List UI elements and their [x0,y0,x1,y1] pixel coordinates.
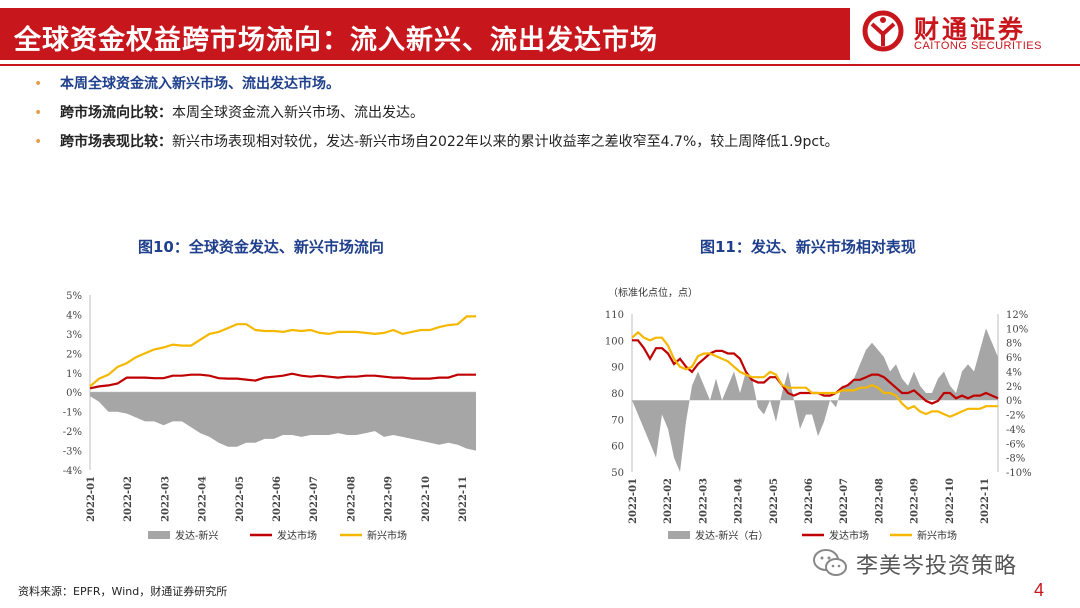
header: 全球资金权益跨市场流向：流入新兴、流出发达市场 财通证券 CAITONG SEC… [0,0,1080,66]
bullet-text: 本周全球资金流入新兴市场、流出发达。 [172,105,424,121]
axis-unit-label: （标准化点位，点） [608,286,698,299]
legend-label: 新兴市场 [917,529,957,542]
y-tick-label-left: 70 [611,415,624,426]
x-tick-label: 2022-07 [839,478,850,524]
y-tick-label-right: 2% [1006,382,1022,393]
y-tick-label: 3% [66,330,82,341]
watermark-text: 李美岑投资策略 [856,554,1018,579]
y-tick-label-left: 100 [605,336,624,347]
wechat-icon [813,549,847,576]
y-tick-label: 4% [66,310,82,321]
x-tick-label: 2022-01 [86,476,97,522]
logo-text-cn: 财通证券 [914,15,1027,44]
bullet-list: • 本周全球资金流入新兴市场、流出发达市场。 • 跨市场流向比较：本周全球资金流… [30,72,1070,159]
y-tick-label-right: 0% [1006,396,1022,407]
legend-label: 发达市场 [829,529,869,542]
chart-1-title: 图10：全球资金发达、新兴市场流向 [138,238,384,256]
x-tick-label: 2022-09 [910,478,921,524]
x-tick-label: 2022-05 [235,476,246,522]
y-tick-label: 1% [66,369,82,380]
company-logo: 财通证券 CAITONG SECURITIES [862,10,1072,58]
header-divider [0,64,1080,66]
bullet-item: • 本周全球资金流入新兴市场、流出发达市场。 [30,72,1070,101]
x-tick-label: 2022-10 [945,478,956,524]
y-tick-label-left: 60 [611,442,624,453]
bullet-label: 跨市场表现比较： [60,134,172,150]
bullet-dot-icon: • [34,105,43,121]
y-tick-label-right: -6% [1006,439,1025,450]
x-tick-label: 2022-09 [384,476,395,522]
x-tick-label: 2022-05 [769,478,780,524]
bullet-dot-icon: • [34,76,43,92]
bullet-dot-icon: • [34,134,43,150]
title-bar: 全球资金权益跨市场流向：流入新兴、流出发达市场 [0,8,850,60]
bullet-item: • 跨市场表现比较：新兴市场表现相对较优，发达-新兴市场自2022年以来的累计收… [30,130,1070,159]
series-area-developed-minus-emerging [90,392,476,451]
x-tick-label: 2022-06 [272,476,283,522]
logo-text-en: CAITONG SECURITIES [914,40,1042,52]
page-title: 全球资金权益跨市场流向：流入新兴、流出发达市场 [14,25,658,56]
y-tick-label: -4% [63,466,82,477]
legend-label: 发达市场 [277,529,317,542]
bullet-text: 新兴市场表现相对较优，发达-新兴市场自2022年以来的累计收益率之差收窄至4.7… [172,134,839,150]
y-tick-label-right: -10% [1006,468,1032,479]
y-tick-label-right: 12% [1006,310,1028,321]
x-tick-label: 2022-07 [309,476,320,522]
x-tick-label: 2022-11 [980,478,991,524]
legend-label: 新兴市场 [367,529,407,542]
x-tick-label: 2022-03 [160,476,171,522]
x-tick-label: 2022-04 [734,478,745,524]
y-tick-label-right: -4% [1006,425,1025,436]
y-tick-label: 2% [66,349,82,360]
y-tick-label: 0% [66,388,82,399]
x-tick-label: 2022-06 [804,478,815,524]
y-tick-label-right: 10% [1006,324,1028,335]
series-line-emerging [89,315,476,388]
y-tick-label: -1% [63,408,82,419]
x-tick-label: 2022-11 [458,476,469,522]
x-tick-label: 2022-08 [346,476,357,522]
legend-swatch [668,531,690,539]
x-tick-label: 2022-04 [198,476,209,522]
y-tick-label-right: 8% [1006,339,1022,350]
series-line-developed [89,372,476,390]
bullet-text: 本周全球资金流入新兴市场、流出发达市场。 [60,76,340,92]
series-line-emerging [631,330,998,418]
y-tick-label-left: 50 [611,468,624,479]
x-tick-label: 2022-01 [628,478,639,524]
y-tick-label-right: -8% [1006,454,1025,465]
y-tick-label-right: 4% [1006,367,1022,378]
chart-2-title: 图11：发达、新兴市场相对表现 [700,238,916,256]
logo-mark-icon [862,10,904,52]
watermark: 李美岑投资策略 [812,546,1052,579]
source-note: 资料来源：EPFR，Wind，财通证券研究所 [18,585,228,598]
series-area-developed-minus-emerging [632,328,998,472]
x-tick-label: 2022-03 [698,478,709,524]
y-tick-label-right: -2% [1006,411,1025,422]
y-tick-label-left: 110 [605,310,624,321]
bullet-item: • 跨市场流向比较：本周全球资金流入新兴市场、流出发达。 [30,101,1070,130]
legend-swatch [148,531,170,539]
y-tick-label-left: 90 [611,363,624,374]
y-tick-label-left: 80 [611,389,624,400]
x-tick-label: 2022-02 [663,478,674,524]
chart-1: 5% 4% 3% 2% 1% 0% -1% -2% -3% -4% 2022-01 2022-02 20… [63,291,476,542]
legend-label: 发达-新兴（右） [695,529,768,542]
x-tick-label: 2022-10 [421,476,432,522]
legend-label: 发达-新兴 [175,529,218,542]
y-tick-label: -3% [63,447,82,458]
chart-2: （标准化点位，点） 110 100 90 80 70 60 50 12% 10% 8% 6% 4% 2% 0… [605,286,1032,542]
x-tick-label: 2022-02 [123,476,134,522]
y-tick-label-right: 6% [1006,353,1022,364]
bullet-label: 跨市场流向比较： [60,105,172,121]
y-tick-label: -2% [63,427,82,438]
x-tick-label: 2022-08 [874,478,885,524]
page-number: 4 [1034,580,1045,600]
y-tick-label: 5% [66,291,82,302]
